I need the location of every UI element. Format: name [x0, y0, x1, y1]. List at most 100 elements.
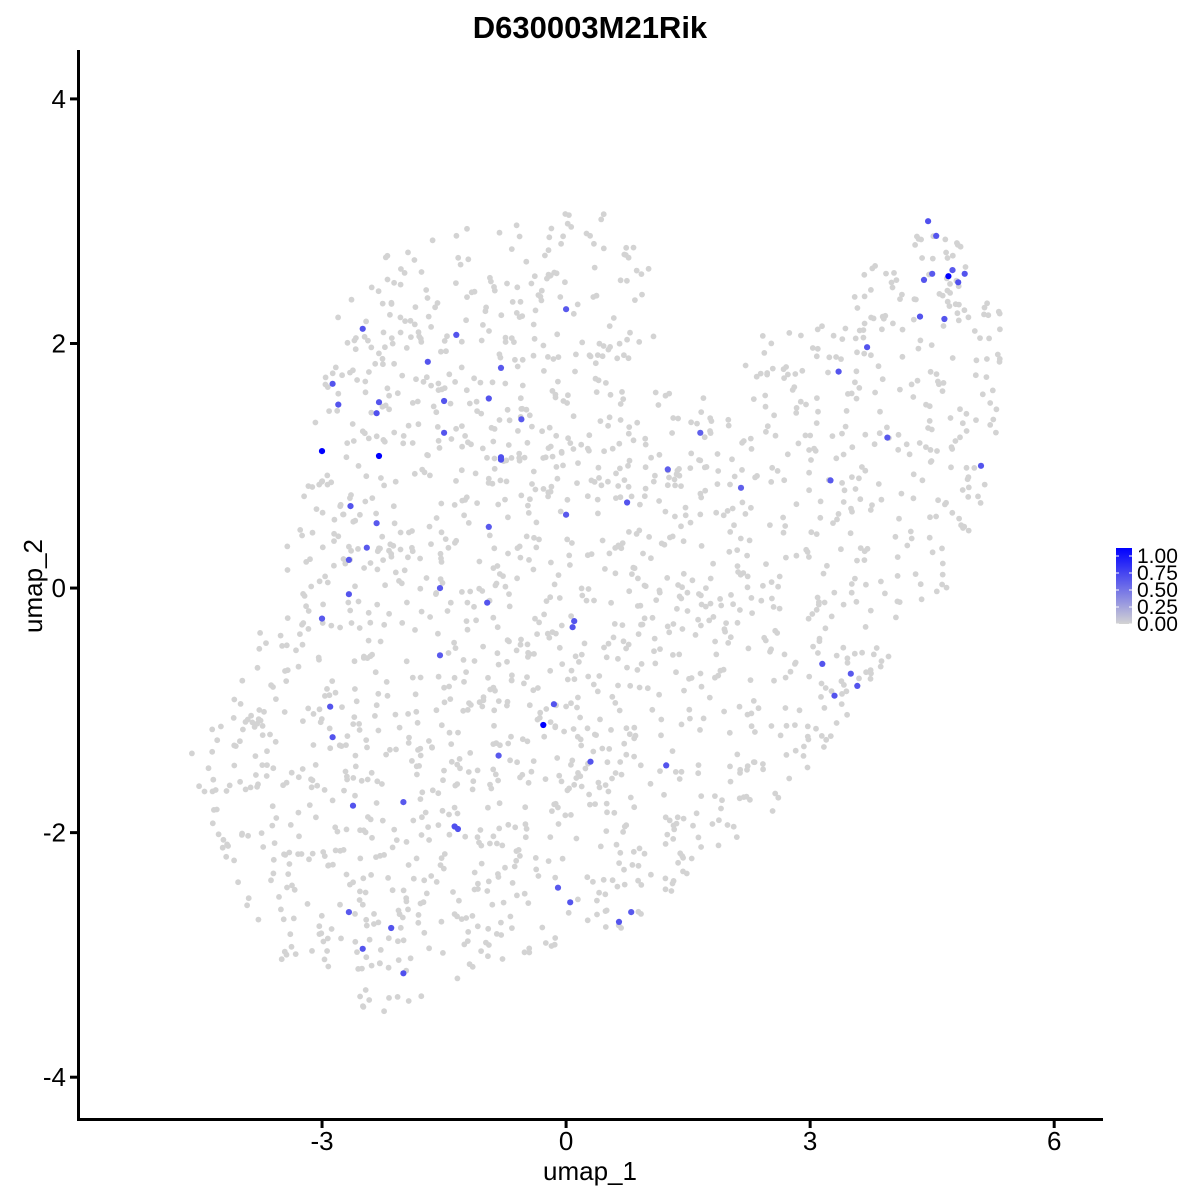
cell-point	[504, 637, 511, 644]
cell-point	[453, 425, 459, 432]
expressing-cell-point	[375, 399, 383, 406]
cell-point	[927, 514, 933, 521]
cell-point	[623, 725, 630, 732]
cell-point	[409, 544, 415, 551]
cell-point	[844, 655, 851, 662]
cell-point	[577, 714, 583, 721]
cell-point	[647, 780, 654, 787]
cell-point	[327, 745, 334, 752]
cell-point	[607, 391, 614, 398]
cell-point	[357, 888, 363, 895]
cell-point	[525, 900, 532, 906]
cell-point	[617, 494, 624, 501]
cell-point	[805, 615, 812, 622]
cell-point	[670, 652, 676, 658]
cell-point	[347, 369, 353, 376]
cell-point	[840, 451, 847, 458]
cell-point	[460, 707, 467, 714]
cell-point	[744, 573, 751, 580]
cell-point	[799, 367, 806, 374]
expressing-cell-point	[955, 279, 962, 286]
cell-point	[343, 742, 349, 748]
cell-point	[423, 287, 430, 293]
cell-point	[674, 814, 681, 821]
cell-point	[411, 257, 418, 263]
cell-point	[997, 326, 1003, 333]
cell-point	[366, 936, 373, 943]
cell-point	[649, 706, 656, 713]
cell-point	[696, 591, 702, 597]
cell-point	[303, 603, 309, 610]
cell-point	[295, 809, 302, 816]
cell-point	[428, 873, 435, 879]
cell-point	[669, 430, 675, 436]
cell-point	[402, 318, 408, 324]
cell-point	[822, 625, 829, 632]
cell-point	[678, 595, 685, 602]
cell-point	[286, 849, 293, 856]
cell-point	[467, 588, 474, 595]
cell-point	[808, 529, 815, 536]
cell-point	[308, 583, 315, 590]
cell-point	[543, 706, 550, 712]
cell-point	[971, 465, 978, 471]
cell-point	[791, 384, 798, 390]
cell-point	[301, 593, 308, 599]
cell-point	[919, 477, 926, 484]
cell-point	[793, 405, 800, 411]
cell-point	[545, 354, 551, 360]
cell-point	[583, 597, 590, 604]
cell-point	[453, 280, 459, 286]
cell-point	[906, 451, 913, 458]
cell-point	[956, 515, 962, 522]
cell-point	[312, 419, 319, 426]
cell-point	[548, 483, 555, 490]
cell-point	[830, 520, 836, 526]
cell-point	[697, 511, 704, 518]
cell-point	[297, 631, 303, 637]
cell-point	[368, 344, 375, 351]
cell-point	[506, 591, 512, 597]
cell-point	[786, 775, 793, 782]
cell-point	[397, 281, 404, 288]
cell-point	[673, 820, 680, 827]
cell-point	[549, 629, 556, 635]
cell-point	[394, 994, 401, 1000]
cell-point	[459, 443, 465, 450]
cell-point	[517, 853, 523, 859]
cell-point	[391, 360, 397, 367]
cell-point	[407, 317, 414, 324]
cell-point	[428, 324, 434, 330]
cell-point	[579, 339, 586, 346]
cell-point	[486, 942, 492, 948]
cell-point	[352, 346, 359, 353]
cell-point	[596, 784, 603, 791]
cell-point	[379, 403, 386, 410]
cell-point	[657, 768, 663, 774]
cell-point	[452, 379, 458, 385]
cell-point	[375, 288, 382, 295]
expressing-cell-point	[318, 615, 326, 622]
expressing-cell-point	[359, 945, 366, 952]
cell-point	[603, 654, 610, 661]
cell-point	[439, 807, 446, 814]
expressing-cell-point	[441, 429, 448, 436]
y-tick-label: 2	[52, 328, 66, 358]
cell-point	[337, 624, 343, 631]
cell-point	[397, 314, 404, 321]
cell-point	[867, 667, 874, 673]
cell-point	[993, 429, 999, 436]
cell-point	[437, 550, 444, 557]
cell-point	[459, 497, 466, 504]
cell-point	[340, 556, 347, 562]
cell-point	[218, 723, 224, 730]
cell-point	[612, 570, 619, 577]
cell-point	[833, 720, 840, 726]
cell-point	[578, 742, 585, 749]
cell-point	[815, 650, 821, 656]
cell-point	[322, 573, 328, 580]
cell-point	[223, 788, 230, 794]
cell-point	[792, 371, 799, 377]
cell-point	[547, 834, 554, 840]
cell-point	[435, 630, 441, 637]
